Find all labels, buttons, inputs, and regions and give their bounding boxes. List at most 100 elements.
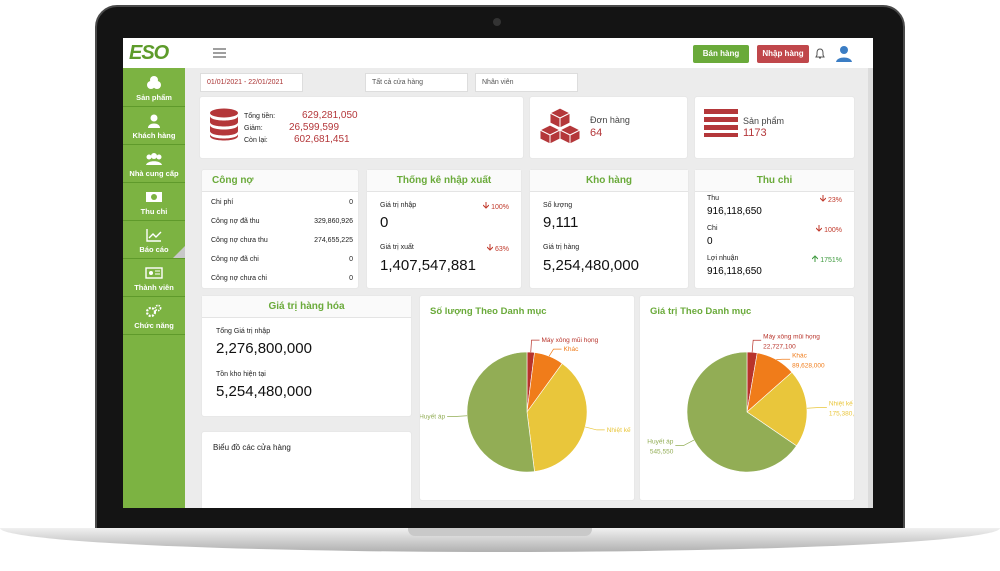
row-label: Chi [707, 225, 718, 232]
pie-chart: Số lượng Theo Danh mục Máy xông mũi họng… [419, 306, 631, 473]
nav-item[interactable]: Chức năng [123, 298, 185, 335]
money-value: 629,281,050 [302, 110, 358, 121]
slice-value-label: 175,380,4 [829, 411, 854, 418]
bell-icon[interactable] [815, 48, 825, 59]
card-title: Thu chi [695, 170, 854, 192]
store-select[interactable]: Tất cả cửa hàng [365, 73, 468, 92]
logo[interactable]: ESO [129, 42, 169, 64]
pie-card: Số lượng Theo Danh mục Máy xông mũi họng… [419, 296, 634, 500]
leader-line [447, 415, 468, 417]
card-title: Kho hàng [530, 170, 688, 192]
row-value: 9,111 [543, 214, 579, 231]
top-bar: ESO Bán hàng Nhập hàng [123, 38, 873, 68]
card-title: Thống kê nhập xuất [367, 170, 521, 192]
row-value: 0 [380, 214, 389, 231]
cashflow-card: Thu chi Thu 23% 916,118,650 Chi 100% 0 L… [695, 170, 854, 288]
products-label: Sản phẩm [743, 116, 785, 126]
avatar[interactable] [834, 43, 854, 63]
change: 100% [815, 225, 842, 234]
nav-icon [145, 304, 162, 318]
sell-button[interactable]: Bán hàng [693, 45, 749, 63]
row-label: Số lượng [543, 202, 573, 209]
store-chart-card: Biểu đồ các cửa hàng [202, 432, 411, 508]
row-label: Tổng Giá trị nhập [216, 328, 271, 335]
import-button[interactable]: Nhập hàng [757, 45, 809, 63]
nav-item[interactable]: Thành viên [123, 260, 185, 297]
row-value: 5,254,480,000 [216, 383, 312, 400]
debt-card: Công nợ Chi phí 0 Công nợ đã thu 329,860,9… [202, 170, 358, 288]
row-label: Thu [707, 195, 720, 202]
row-value: 0 [349, 256, 353, 263]
staff-select[interactable]: Nhân viên [475, 73, 578, 92]
slice-label: Huyết áp [647, 437, 673, 446]
menu-icon[interactable] [213, 48, 226, 58]
nav-label[interactable]: Thu chi [140, 207, 168, 216]
row-value: 5,254,480,000 [543, 257, 639, 274]
row-value: 1,407,547,881 [380, 257, 476, 274]
leader-line [806, 407, 827, 409]
products-value: 1173 [743, 127, 767, 139]
sidebar: Sản phẩm Khách hàng Nhà cung cấp Thu chi… [123, 68, 185, 508]
row-label: Công nợ chưa chi [211, 275, 267, 282]
warehouse-card: Kho hàng Số lượng 9,111 Giá trị hàng 5,2… [530, 170, 688, 288]
row-value: 2,276,800,000 [216, 340, 312, 357]
nav-label[interactable]: Nhà cung cấp [129, 169, 179, 178]
slice-value-label: 89,628,000 [792, 362, 825, 369]
camera [493, 18, 501, 26]
row-label: Giá trị hàng [543, 244, 580, 251]
slice-label: Huyết áp [420, 412, 446, 421]
boxes-icon [539, 107, 581, 145]
pie-slice [746, 371, 808, 447]
pie-chart: Giá trị Theo Danh mục Máy xông mũi họng 2… [647, 306, 858, 473]
nav-label[interactable]: Thành viên [134, 283, 174, 292]
change-text: 1751% [820, 257, 842, 264]
date-filter[interactable]: 01/01/2021 - 22/01/2021 [200, 73, 303, 92]
nav-icon [145, 267, 163, 279]
change-text: 100% [824, 227, 842, 234]
row-label: Lợi nhuận [707, 255, 739, 262]
slice-value-label: 545,550 [650, 449, 674, 456]
row-value: 0 [349, 199, 353, 206]
slice-label: Khác [564, 346, 580, 353]
nav-label[interactable]: Báo cáo [139, 245, 169, 254]
goods-value-card: Giá trị hàng hóa Tổng Giá trị nhập 2,276… [202, 296, 411, 416]
nav-label[interactable]: Sản phẩm [136, 93, 172, 102]
change: 100% [482, 202, 509, 211]
row-label: Chi phí [211, 199, 234, 206]
list-icon [704, 109, 738, 137]
row-label: Tồn kho hiện tại [216, 371, 266, 378]
nav-item[interactable]: Khách hàng [123, 108, 185, 145]
nav-item[interactable]: Báo cáo [123, 222, 185, 259]
leader-line [548, 348, 562, 357]
row-value: 0 [707, 236, 713, 247]
card-title: Giá trị hàng hóa [202, 296, 411, 318]
leader-line [675, 439, 695, 446]
leader-line [530, 339, 540, 353]
chart-title: Số lượng Theo Danh mục [430, 306, 547, 317]
card-title: Công nợ [202, 170, 358, 192]
down-arrow [815, 225, 823, 232]
orders-label: Đơn hàng [590, 115, 630, 125]
nav-icon [147, 76, 161, 89]
nav-label[interactable]: Chức năng [134, 321, 174, 330]
laptop-notch [408, 528, 592, 536]
pie-slice [466, 351, 535, 473]
nav-label[interactable]: Khách hàng [132, 131, 176, 140]
nav-item[interactable]: Thu chi [123, 184, 185, 221]
money-label: Tổng tiền: [244, 113, 276, 120]
nav-item[interactable]: Sản phẩm [123, 70, 185, 107]
row-value: 274,655,225 [314, 237, 353, 244]
nav-icon [146, 229, 162, 242]
pie-slice [686, 351, 797, 473]
slice-label: Máy xông mũi họng [763, 333, 820, 340]
row-value: 329,860,926 [314, 218, 353, 225]
nav-icon [146, 153, 162, 165]
scrollbar[interactable] [868, 68, 873, 508]
change: 63% [486, 244, 509, 253]
change-text: 23% [827, 197, 842, 204]
nav-icon [148, 114, 160, 128]
row-label: Giá trị nhập [380, 202, 417, 209]
nav-item[interactable]: Nhà cung cấp [123, 146, 185, 183]
money-value: 602,681,451 [294, 134, 350, 145]
import-export-card: Thống kê nhập xuất Giá trị nhập 100% 0 G… [367, 170, 521, 288]
